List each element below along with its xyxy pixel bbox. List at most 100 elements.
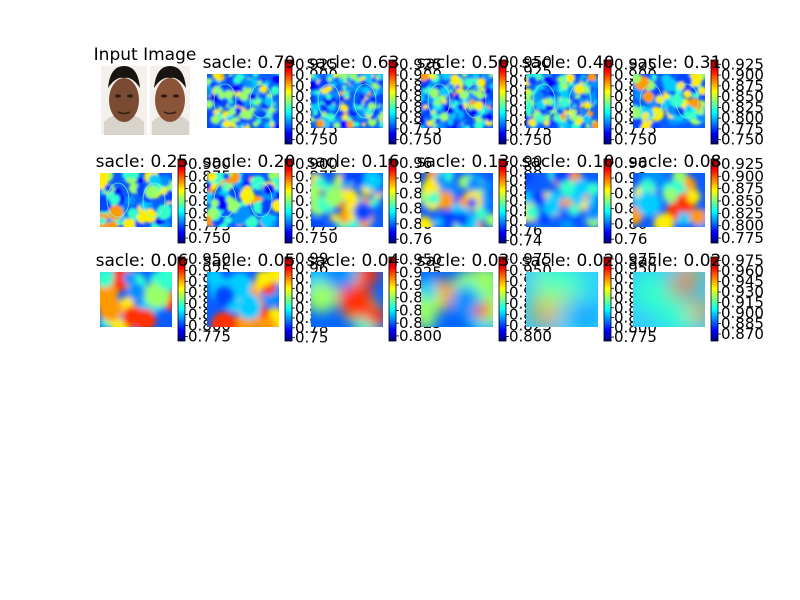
- colorbar-tick-label: 0.850: [721, 192, 764, 210]
- colorbar-tick-label: 0.750: [295, 229, 338, 247]
- heatmap-image: [207, 74, 279, 128]
- heatmap-panel: 0.9750.9500.9250.9000.8750.8500.8250.800…: [417, 250, 552, 346]
- colorbar-tick-label: 0.950: [509, 53, 552, 71]
- colorbar-tick-label: 0.800: [721, 109, 764, 127]
- colorbar-tick-label: 0.925: [399, 55, 442, 73]
- colorbar-tick-label: 0.96: [614, 154, 647, 172]
- colorbar-tick-label: 0.885: [721, 315, 764, 333]
- colorbar: [388, 59, 397, 145]
- heatmap-image: [633, 272, 705, 327]
- colorbar-tick-label: 0.825: [721, 98, 764, 116]
- colorbar: [710, 59, 719, 145]
- colorbar-tick-label: 0.750: [295, 131, 338, 149]
- colorbar: [603, 256, 612, 342]
- colorbar-tick-label: 0.750: [721, 131, 764, 149]
- panel-title: sacle: 0.04: [307, 251, 400, 271]
- heatmap-panel: 0.9250.9000.8750.8500.8250.8000.7750.750…: [629, 53, 764, 149]
- colorbar-tick-label: 0.975: [509, 250, 552, 268]
- colorbar: [284, 59, 293, 145]
- colorbar-tick-label: 0.76: [614, 230, 647, 248]
- panel-title: sacle: 0.50: [417, 53, 510, 73]
- colorbar-tick-label: 0.870: [721, 325, 764, 343]
- heatmap-image: [526, 173, 598, 227]
- colorbar-tick-label: 0.775: [614, 328, 657, 346]
- heatmap-image: [100, 173, 172, 227]
- input-image-panel: Input Image: [94, 45, 197, 135]
- colorbar: [603, 158, 612, 244]
- panel-title: sacle: 0.06: [96, 251, 189, 271]
- colorbar-tick-label: 0.750: [614, 131, 657, 149]
- colorbar-tick-label: 0.875: [721, 180, 764, 198]
- colorbar-tick-label: 0.75: [295, 329, 328, 347]
- panel-title: sacle: 0.08: [629, 152, 722, 172]
- colorbar: [388, 158, 397, 244]
- heatmap-image: [207, 272, 279, 327]
- colorbar: [498, 256, 507, 342]
- heatmap-panel: 0.9000.8750.8500.8250.8000.7750.750sacle…: [96, 152, 231, 247]
- colorbar-tick-label: 0.800: [509, 328, 552, 346]
- colorbar-tick-label: 0.950: [399, 251, 442, 269]
- colorbar-tick-label: 0.750: [399, 131, 442, 149]
- face-photo-right: [150, 66, 190, 135]
- colorbar-tick-label: 0.900: [721, 304, 764, 322]
- colorbar: [603, 59, 612, 145]
- colorbar-tick-label: 0.900: [721, 167, 764, 185]
- colorbar-tick-label: 0.915: [721, 294, 764, 312]
- heatmap-image: [421, 272, 493, 327]
- panel-title: sacle: 0.79: [203, 53, 296, 73]
- colorbar: [498, 59, 507, 145]
- colorbar-tick-label: 0.925: [721, 155, 764, 173]
- colorbar-tick-label: 0.950: [188, 250, 231, 268]
- colorbar-tick-label: 0.945: [721, 273, 764, 291]
- panel-title: sacle: 0.16: [307, 152, 400, 172]
- face-photo-left: [101, 66, 147, 135]
- colorbar-tick-label: 0.850: [721, 88, 764, 106]
- colorbar-tick-label: 0.750: [188, 229, 231, 247]
- colorbar-tick-label: 0.925: [721, 55, 764, 73]
- panel-title: sacle: 0.63: [307, 53, 400, 73]
- colorbar: [710, 256, 719, 342]
- heatmap-image: [207, 173, 279, 227]
- colorbar-tick-label: 0.900: [295, 155, 338, 173]
- heatmap-image: [421, 173, 493, 227]
- panel-title: sacle: 0.02: [522, 251, 615, 271]
- colorbar-tick-label: 0.900: [721, 66, 764, 84]
- colorbar-tick-label: 0.975: [614, 250, 657, 268]
- input-image-title: Input Image: [94, 45, 197, 65]
- colorbar: [177, 256, 186, 342]
- colorbar-tick-label: 0.750: [509, 131, 552, 149]
- panel-title: sacle: 0.40: [522, 53, 615, 73]
- panel-title: sacle: 0.25: [96, 152, 189, 172]
- panel-title: sacle: 0.13: [417, 152, 510, 172]
- colorbar-tick-label: 0.775: [188, 328, 231, 346]
- colorbar: [284, 256, 293, 342]
- colorbar-tick-label: 0.925: [295, 55, 338, 73]
- panel-title: sacle: 0.05: [203, 251, 296, 271]
- colorbar-tick-label: 0.800: [721, 217, 764, 235]
- colorbar-tick-label: 0.900: [188, 155, 231, 173]
- heatmap-image: [526, 272, 598, 327]
- panel-title: sacle: 0.03: [417, 251, 510, 271]
- heatmap-image: [311, 173, 383, 227]
- panel-title: sacle: 0.10: [522, 152, 615, 172]
- colorbar-tick-label: 0.875: [721, 77, 764, 95]
- heatmap-image: [526, 74, 598, 128]
- heatmap-panel: 0.9750.9600.9450.9300.9150.9000.8850.870…: [629, 251, 764, 343]
- colorbar-tick-label: 0.960: [721, 262, 764, 280]
- colorbar-tick-label: 0.775: [721, 229, 764, 247]
- colorbar-tick-label: 0.800: [399, 327, 442, 345]
- heatmap-panels: 0.9250.9000.8750.8500.8250.8000.7750.750…: [96, 53, 764, 347]
- heatmap-image: [633, 173, 705, 227]
- heatmap-panel: 0.9250.9000.8750.8500.8250.8000.7750.750…: [522, 53, 657, 149]
- panel-title: sacle: 0.20: [203, 152, 296, 172]
- colorbar-tick-label: 0.925: [614, 55, 657, 73]
- panel-title: sacle: 0.31: [629, 53, 722, 73]
- panel-title: sacle: 0.02: [629, 251, 722, 271]
- heatmap-image: [311, 74, 383, 128]
- heatmap-image: [421, 74, 493, 128]
- colorbar-tick-label: 0.930: [721, 283, 764, 301]
